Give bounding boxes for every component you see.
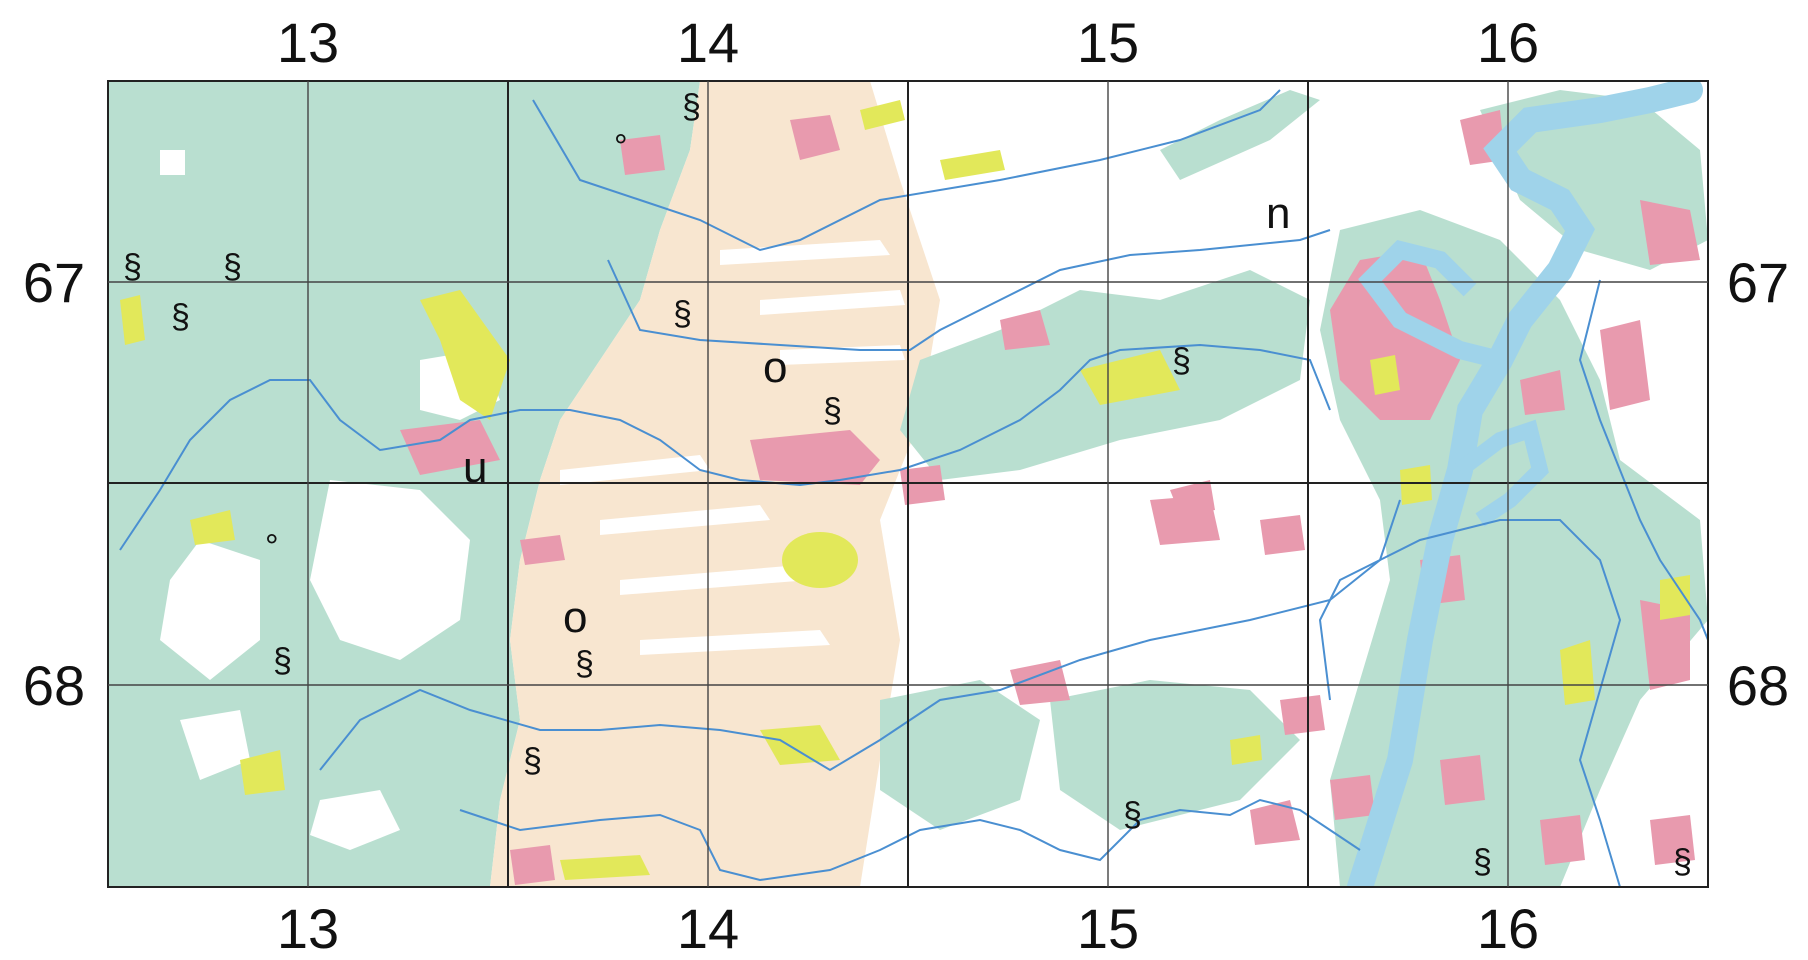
grid-label-left: 68	[23, 654, 85, 717]
protected-area-symbol: §	[171, 298, 190, 336]
forest-patch	[1050, 680, 1300, 830]
grid-lines	[107, 80, 1709, 888]
grid-label-bottom: 14	[677, 897, 739, 960]
open-clearing	[160, 540, 260, 680]
protected-area-symbol: §	[1172, 342, 1191, 380]
open-clearing	[160, 150, 185, 175]
open-clearing	[310, 790, 400, 850]
protected-area-symbol: §	[682, 88, 701, 126]
protected-area-symbol: §	[273, 642, 292, 680]
protected-area-symbol: §	[1123, 796, 1142, 834]
protected-area-symbol: §	[1473, 843, 1492, 881]
grid-label-bottom: 15	[1077, 897, 1139, 960]
streams	[119, 89, 1708, 887]
grassland-areas	[120, 100, 1690, 880]
open-clearing	[310, 480, 470, 660]
grid-labels: 13 14 15 16 13 14 15 16 67 68 67 68	[23, 11, 1789, 960]
grid-label-top: 16	[1477, 11, 1539, 74]
protected-area-symbol: §	[123, 248, 142, 286]
map-symbol-o: o	[563, 593, 587, 642]
grid-label-left: 67	[23, 251, 85, 314]
map-symbol-u: u	[463, 443, 487, 492]
settlement-areas	[400, 110, 1700, 885]
grid-label-bottom: 16	[1477, 897, 1539, 960]
open-clearing	[180, 710, 250, 780]
grid-label-top: 15	[1077, 11, 1139, 74]
forest-patch	[1160, 90, 1320, 180]
protected-area-symbol: §	[575, 645, 594, 683]
grid-label-right: 67	[1727, 251, 1789, 314]
protected-area-symbol: §	[673, 295, 692, 333]
map-symbol-n: n	[1266, 189, 1290, 238]
forest-patch	[880, 680, 1040, 830]
protected-area-symbol: §	[523, 742, 542, 780]
grid-label-top: 14	[677, 11, 739, 74]
grid-label-bottom: 13	[277, 897, 339, 960]
minor-grid	[108, 81, 1708, 887]
river-loop	[1358, 240, 1503, 369]
protected-area-symbol: §	[223, 248, 242, 286]
map-symbols: § § § § § § § § § § § § § o o ° ° n u	[123, 88, 1692, 881]
map-symbol-small-circle: °	[265, 528, 279, 566]
protected-area-symbol: §	[1673, 843, 1692, 881]
map-symbol-small-circle: °	[614, 128, 628, 166]
map-symbol-o: o	[763, 343, 787, 392]
river-loop	[1455, 419, 1549, 527]
grid-label-top: 13	[277, 11, 339, 74]
protected-area-symbol: §	[823, 392, 842, 430]
major-river	[1347, 81, 1703, 887]
major-grid	[108, 81, 1708, 887]
grid-label-right: 68	[1727, 654, 1789, 717]
